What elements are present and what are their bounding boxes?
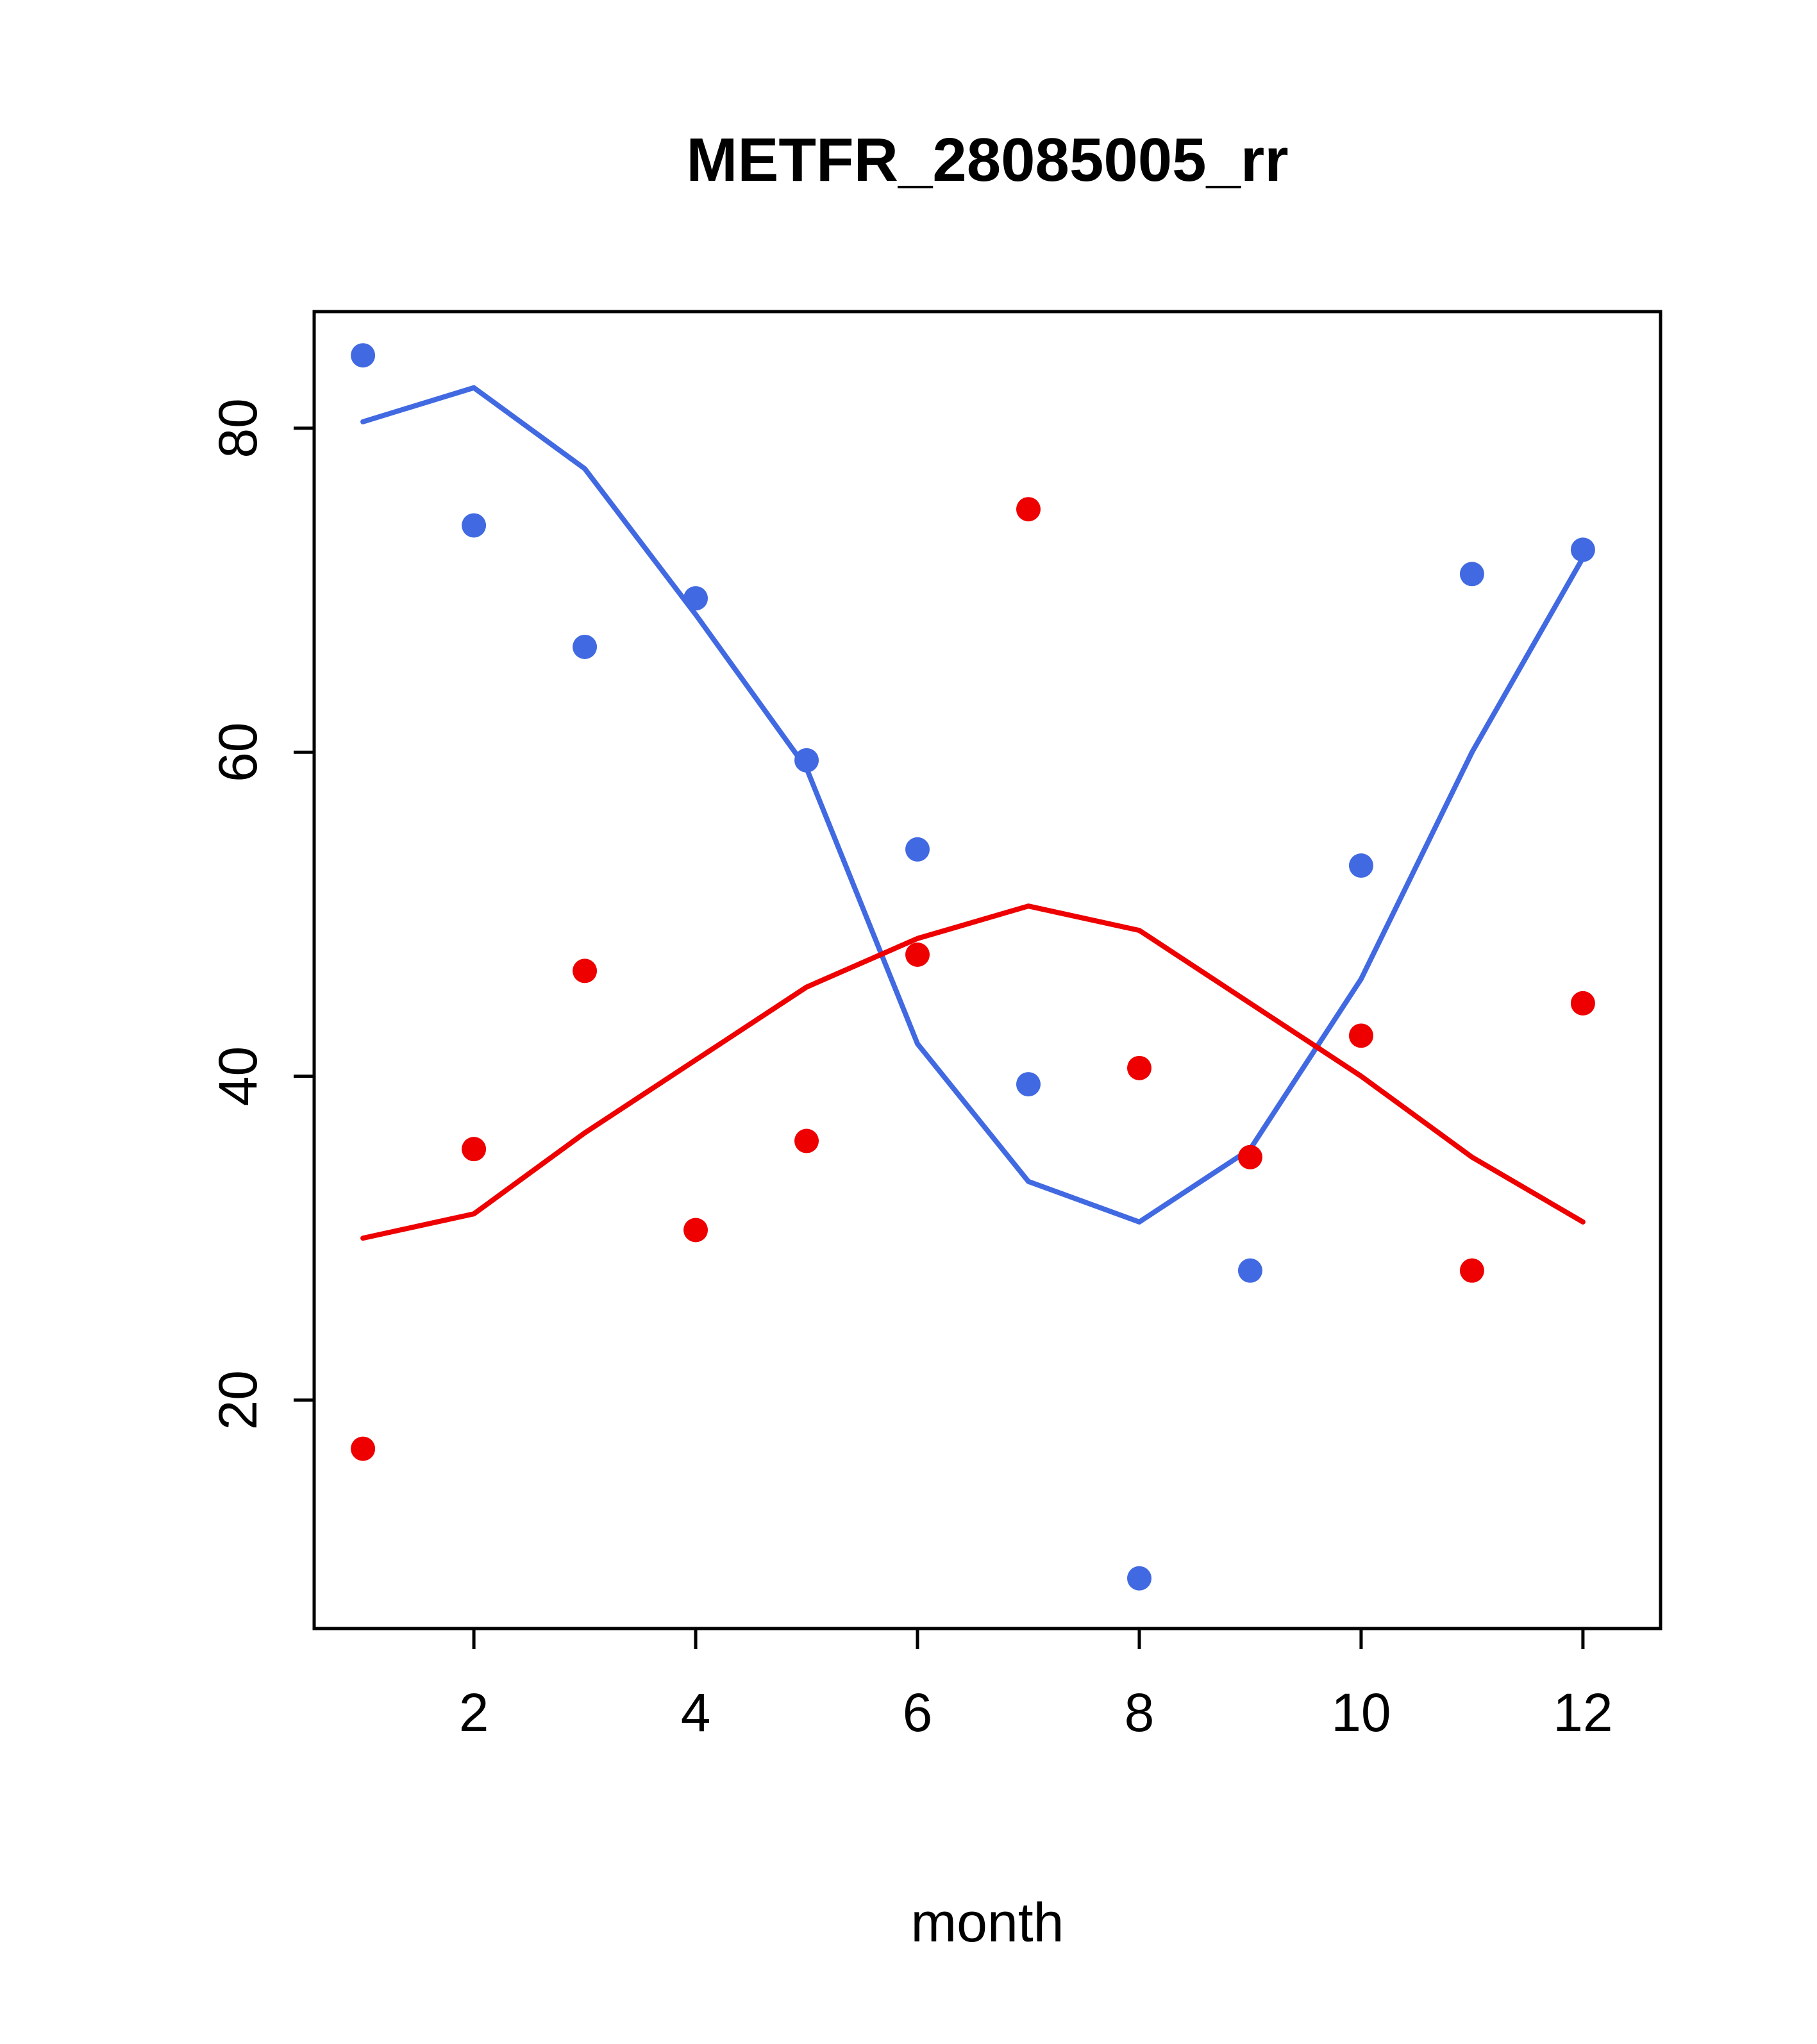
red-points xyxy=(351,497,1595,1461)
y-tick-label: 60 xyxy=(208,722,268,782)
red-points-marker xyxy=(683,1218,708,1243)
blue-points-marker xyxy=(905,837,930,862)
x-axis-label: month xyxy=(910,1892,1064,1954)
blue-points-marker xyxy=(1570,537,1595,562)
red-points-marker xyxy=(905,942,930,967)
red-points-marker xyxy=(1348,1023,1373,1048)
red-points-marker xyxy=(462,1137,487,1162)
x-tick-label: 10 xyxy=(1331,1682,1391,1743)
x-tick-label: 4 xyxy=(681,1682,711,1743)
y-tick-label: 40 xyxy=(208,1046,268,1106)
x-tick-label: 2 xyxy=(459,1682,489,1743)
y-tick-label: 80 xyxy=(208,398,268,458)
red-points-marker xyxy=(1016,497,1041,522)
x-tick-label: 8 xyxy=(1125,1682,1155,1743)
blue-points-marker xyxy=(1459,562,1484,587)
blue-points-marker xyxy=(1126,1566,1151,1591)
y-tick-label: 20 xyxy=(208,1370,268,1430)
red-points-marker xyxy=(1570,991,1595,1016)
blue-points-marker xyxy=(573,634,598,659)
blue-points-marker xyxy=(1348,853,1373,878)
blue-points-marker xyxy=(1237,1258,1262,1283)
blue-line xyxy=(360,385,1586,1225)
blue-points-marker xyxy=(683,586,708,611)
plot-box xyxy=(312,310,1662,1630)
x-tick-label: 6 xyxy=(903,1682,933,1743)
red-points-marker xyxy=(794,1128,819,1153)
x-tick-label: 12 xyxy=(1553,1682,1612,1743)
red-points-marker xyxy=(573,959,598,984)
blue-points-marker xyxy=(1016,1072,1041,1097)
blue-points-marker xyxy=(351,343,376,368)
blue-points-marker xyxy=(794,748,819,773)
chart-title: METFR_28085005_rr xyxy=(686,126,1289,194)
blue-points-marker xyxy=(462,513,487,538)
red-line xyxy=(360,903,1586,1241)
red-points-marker xyxy=(1126,1055,1151,1080)
blue-points xyxy=(351,343,1595,1591)
red-points-marker xyxy=(1459,1258,1484,1283)
red-points-marker xyxy=(1237,1144,1262,1169)
red-points-marker xyxy=(351,1436,376,1461)
